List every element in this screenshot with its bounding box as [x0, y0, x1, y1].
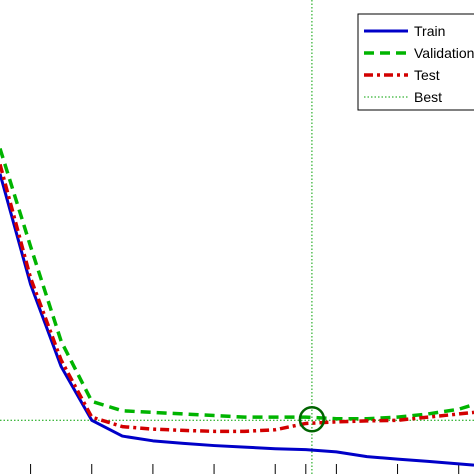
series-line-train [0, 173, 474, 467]
best-point-marker [298, 406, 326, 433]
legend-label-best: Best [414, 89, 442, 105]
x-axis-ticks [30, 464, 460, 474]
legend: Train Validation Test Best [357, 13, 474, 111]
legend-label-test: Test [414, 67, 440, 83]
best-circle [298, 406, 326, 433]
series-line-test [0, 163, 474, 434]
legend-label-train: Train [414, 23, 445, 39]
series-lines [0, 147, 474, 467]
series-line-validation [0, 147, 474, 421]
legend-label-validation: Validation [414, 45, 474, 61]
